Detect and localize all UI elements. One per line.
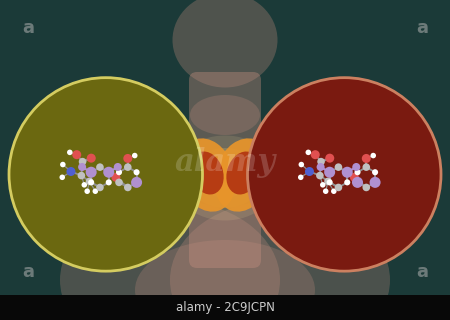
Text: a: a — [22, 19, 34, 37]
Point — [317, 164, 324, 170]
Ellipse shape — [172, 0, 278, 87]
Point — [68, 169, 75, 174]
Point — [306, 169, 313, 174]
Point — [344, 180, 351, 185]
Point — [297, 175, 304, 180]
Point — [115, 180, 122, 185]
Point — [92, 189, 99, 194]
Point — [66, 150, 73, 155]
Bar — [0, 295, 450, 320]
Point — [88, 170, 95, 175]
Circle shape — [9, 78, 202, 271]
Text: a: a — [416, 263, 428, 281]
Point — [354, 170, 361, 175]
Point — [363, 164, 370, 170]
Point — [81, 182, 88, 188]
Point — [363, 156, 370, 161]
Point — [312, 152, 319, 157]
Point — [78, 164, 86, 170]
Ellipse shape — [60, 200, 280, 320]
Point — [324, 179, 332, 184]
Text: alamy - 2C9JCPN: alamy - 2C9JCPN — [176, 300, 274, 314]
Point — [363, 185, 370, 190]
Ellipse shape — [135, 240, 315, 320]
Point — [372, 170, 379, 175]
Point — [131, 153, 138, 158]
Point — [369, 153, 377, 158]
Text: alamy: alamy — [175, 147, 275, 178]
Point — [326, 170, 333, 175]
Point — [353, 164, 360, 170]
Point — [79, 159, 86, 164]
Point — [326, 156, 333, 161]
Ellipse shape — [211, 177, 239, 193]
Point — [305, 150, 312, 155]
Point — [124, 156, 131, 161]
Point — [105, 180, 112, 185]
Point — [78, 173, 85, 178]
Point — [105, 170, 112, 175]
Point — [84, 189, 91, 194]
Circle shape — [248, 78, 441, 271]
FancyBboxPatch shape — [189, 72, 261, 268]
Ellipse shape — [190, 95, 260, 135]
Point — [86, 179, 93, 184]
Point — [354, 180, 361, 185]
Point — [326, 180, 333, 185]
Point — [133, 170, 140, 175]
Ellipse shape — [188, 148, 262, 208]
Ellipse shape — [172, 135, 278, 220]
Ellipse shape — [178, 138, 236, 212]
Point — [96, 185, 104, 190]
Text: a: a — [416, 19, 428, 37]
Point — [115, 170, 122, 175]
Point — [73, 152, 81, 157]
Point — [124, 164, 131, 170]
Point — [344, 170, 351, 175]
Point — [124, 185, 131, 190]
Point — [335, 185, 342, 190]
Point — [372, 180, 379, 185]
Ellipse shape — [200, 158, 250, 198]
Point — [316, 173, 324, 178]
Point — [317, 159, 324, 164]
Point — [114, 164, 122, 170]
Ellipse shape — [214, 138, 272, 212]
Point — [351, 175, 358, 180]
Point — [319, 182, 326, 188]
Ellipse shape — [170, 200, 390, 320]
Ellipse shape — [226, 151, 260, 195]
Text: a: a — [22, 263, 34, 281]
Point — [59, 162, 67, 167]
Point — [330, 189, 338, 194]
Point — [112, 175, 120, 180]
Point — [322, 189, 329, 194]
Point — [335, 164, 342, 170]
Point — [298, 162, 305, 167]
Point — [133, 180, 140, 185]
Point — [58, 175, 66, 180]
Point — [88, 156, 95, 161]
Point — [96, 164, 104, 170]
Ellipse shape — [190, 151, 224, 195]
Point — [88, 180, 95, 185]
